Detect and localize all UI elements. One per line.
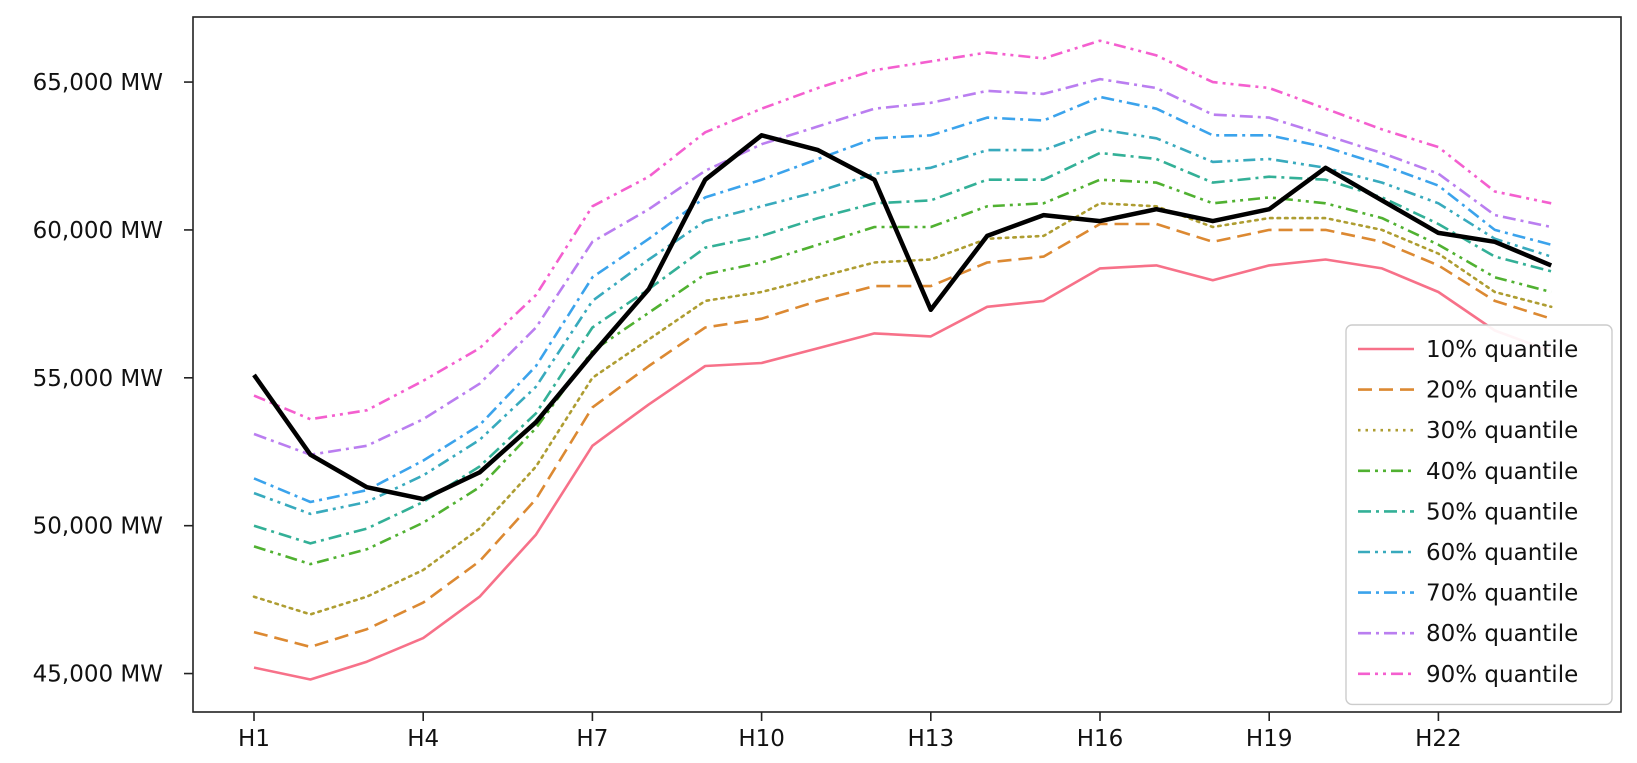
series-line-60-quantile — [253, 128, 1552, 516]
y-tick-label: 55,000 MW — [33, 366, 163, 392]
plot-frame — [192, 16, 1622, 713]
series-layer — [252, 39, 1553, 681]
x-tick-label: H1 — [238, 726, 270, 752]
series-line-10-quantile — [253, 258, 1552, 681]
y-axis: 45,000 MW 50,000 MW 55,000 MW 60,000 MW 65,0… — [33, 70, 193, 688]
x-tick-label: H13 — [908, 726, 955, 752]
series-line-20-quantile — [253, 222, 1552, 649]
x-tick-label: H22 — [1415, 726, 1462, 752]
legend-label: 40% quantile — [1426, 459, 1578, 485]
series-line-40-quantile — [253, 178, 1552, 566]
legend-box — [1345, 324, 1613, 706]
legend-label: 10% quantile — [1426, 337, 1578, 363]
x-tick-label: H4 — [407, 726, 439, 752]
series-line-80-quantile — [253, 77, 1552, 457]
x-axis: H1 H4 H7 H10 H13 H16 H19 H22 — [238, 712, 1462, 752]
legend: 10% quantile 20% quantile 30% quantile 40% … — [1345, 324, 1613, 706]
series-line-50-quantile — [253, 151, 1552, 545]
series-line-70-quantile — [253, 95, 1552, 504]
x-tick-label: H10 — [738, 726, 785, 752]
y-tick-label: 65,000 MW — [33, 70, 163, 96]
series-line-30-quantile — [252, 202, 1553, 616]
legend-label: 20% quantile — [1426, 378, 1578, 404]
y-tick-label: 45,000 MW — [33, 662, 163, 688]
legend-label: 60% quantile — [1426, 540, 1578, 566]
legend-label: 90% quantile — [1426, 662, 1578, 688]
legend-label: 30% quantile — [1426, 418, 1578, 444]
x-tick-label: H19 — [1246, 726, 1293, 752]
y-tick-label: 50,000 MW — [33, 514, 163, 540]
legend-label: 80% quantile — [1426, 621, 1578, 647]
x-tick-label: H7 — [576, 726, 608, 752]
legend-label: 70% quantile — [1426, 581, 1578, 607]
legend-label: 50% quantile — [1426, 499, 1578, 525]
series-line-90-quantile — [253, 39, 1552, 421]
series-line-actual — [252, 133, 1553, 502]
y-tick-label: 60,000 MW — [33, 218, 163, 244]
x-tick-label: H16 — [1077, 726, 1124, 752]
